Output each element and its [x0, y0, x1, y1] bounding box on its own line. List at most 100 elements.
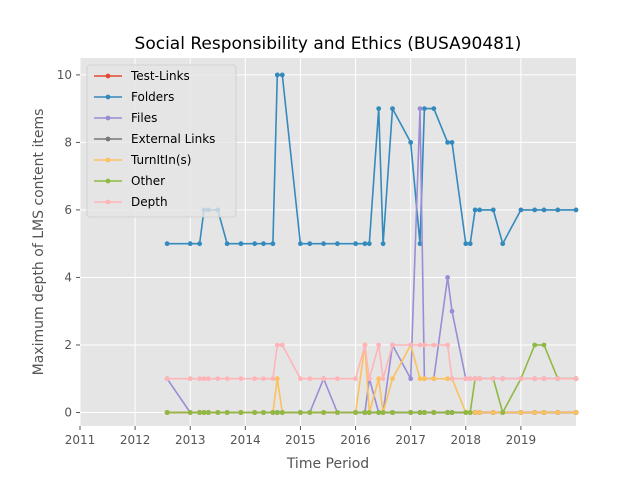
- data-point-folders: [573, 207, 579, 213]
- x-tick-label: 2011: [65, 433, 96, 447]
- y-tick-label: 8: [64, 135, 72, 149]
- data-point-folders: [445, 140, 450, 145]
- data-point-depth: [532, 376, 538, 382]
- data-point-folders: [335, 241, 340, 247]
- data-point-turnitin-s: [274, 376, 280, 382]
- data-point-folders: [490, 207, 496, 213]
- data-point-turnitin-s: [555, 410, 561, 415]
- data-point-depth: [417, 342, 423, 348]
- data-point-other: [422, 410, 427, 415]
- data-point-folders: [449, 140, 455, 145]
- series-line-folders: [167, 74, 576, 245]
- data-point-folders: [252, 241, 258, 247]
- data-point-files: [449, 308, 455, 314]
- data-point-folders: [164, 241, 170, 247]
- legend-item: Files: [94, 111, 157, 125]
- data-point-folders: [422, 106, 427, 111]
- legend-label: Folders: [131, 90, 174, 104]
- data-point-folders: [366, 241, 372, 247]
- data-point-depth: [321, 376, 326, 382]
- legend-label: Files: [131, 111, 157, 125]
- data-point-other: [187, 410, 193, 415]
- data-point-depth: [164, 376, 170, 382]
- data-point-depth: [408, 342, 414, 348]
- x-tick-label: 2012: [120, 433, 151, 447]
- data-point-other: [417, 410, 423, 415]
- legend-label: TurnItIn(s): [130, 153, 191, 167]
- legend-item: TurnItIn(s): [94, 153, 191, 167]
- data-point-depth: [380, 376, 386, 382]
- series-lines: [164, 72, 579, 415]
- legend-box: [86, 64, 237, 218]
- data-point-depth: [467, 376, 473, 382]
- x-tick-label: 2014: [230, 433, 261, 447]
- legend-marker: [105, 178, 111, 184]
- data-point-depth: [463, 376, 469, 382]
- legend-item: Test-Links: [94, 69, 190, 83]
- data-point-other: [408, 410, 414, 415]
- legend-marker: [105, 73, 111, 79]
- data-point-other: [500, 410, 506, 415]
- data-point-folders: [224, 241, 230, 247]
- data-point-turnitin-s: [376, 376, 382, 382]
- data-point-depth: [307, 376, 313, 382]
- data-point-other: [376, 410, 382, 415]
- data-point-other: [206, 410, 211, 415]
- data-point-folders: [376, 106, 382, 111]
- data-point-turnitin-s: [472, 410, 478, 415]
- series-folders: [164, 72, 579, 247]
- data-point-folders: [477, 207, 482, 213]
- data-point-folders: [279, 72, 285, 78]
- data-point-folders: [261, 241, 266, 247]
- y-tick-label: 6: [64, 203, 72, 217]
- data-point-depth: [449, 376, 455, 382]
- data-point-other: [362, 410, 368, 415]
- data-point-other: [321, 410, 326, 415]
- data-point-folders: [467, 241, 473, 247]
- data-point-depth: [335, 376, 340, 382]
- data-point-turnitin-s: [431, 376, 437, 382]
- legend-marker: [105, 136, 111, 142]
- data-point-depth: [215, 376, 221, 382]
- data-point-depth: [362, 342, 368, 348]
- data-point-folders: [472, 207, 478, 213]
- data-point-depth: [353, 376, 358, 382]
- legend-label: Other: [131, 174, 165, 188]
- data-point-depth: [445, 342, 450, 348]
- data-point-folders: [298, 241, 303, 247]
- series-line-depth: [167, 344, 576, 380]
- axis-ticks: 2011 2012 2013 2014 2015 2016 2017 2018 2019 0 2 4 6…: [57, 68, 536, 447]
- data-point-folders: [307, 241, 313, 247]
- data-point-folders: [500, 241, 506, 247]
- data-point-depth: [431, 342, 437, 348]
- data-point-other: [431, 410, 437, 415]
- data-point-depth: [518, 376, 524, 382]
- y-tick-label: 4: [64, 270, 72, 284]
- data-point-other: [532, 342, 538, 348]
- data-point-folders: [274, 72, 280, 78]
- legend-marker: [105, 157, 111, 163]
- data-point-depth: [555, 376, 561, 382]
- data-point-other: [224, 410, 230, 415]
- data-point-turnitin-s: [532, 410, 538, 415]
- x-axis-label: Time Period: [286, 456, 369, 472]
- data-point-other: [390, 410, 395, 415]
- data-point-turnitin-s: [490, 410, 496, 415]
- data-point-other: [164, 410, 170, 415]
- data-point-other: [215, 410, 221, 415]
- legend-marker: [105, 115, 111, 121]
- data-point-other: [541, 342, 547, 348]
- legend-label: External Links: [131, 132, 215, 146]
- data-point-other: [197, 410, 203, 415]
- data-point-other: [353, 410, 358, 415]
- data-point-depth: [201, 376, 207, 382]
- legend: Test-Links Folders Files External Links Turn…: [86, 64, 237, 218]
- data-point-other: [380, 410, 386, 415]
- data-point-depth: [500, 376, 506, 382]
- data-point-folders: [541, 207, 547, 213]
- data-point-other: [201, 410, 207, 415]
- x-tick-label: 2017: [395, 433, 426, 447]
- data-point-depth: [224, 376, 230, 382]
- data-point-depth: [376, 342, 382, 348]
